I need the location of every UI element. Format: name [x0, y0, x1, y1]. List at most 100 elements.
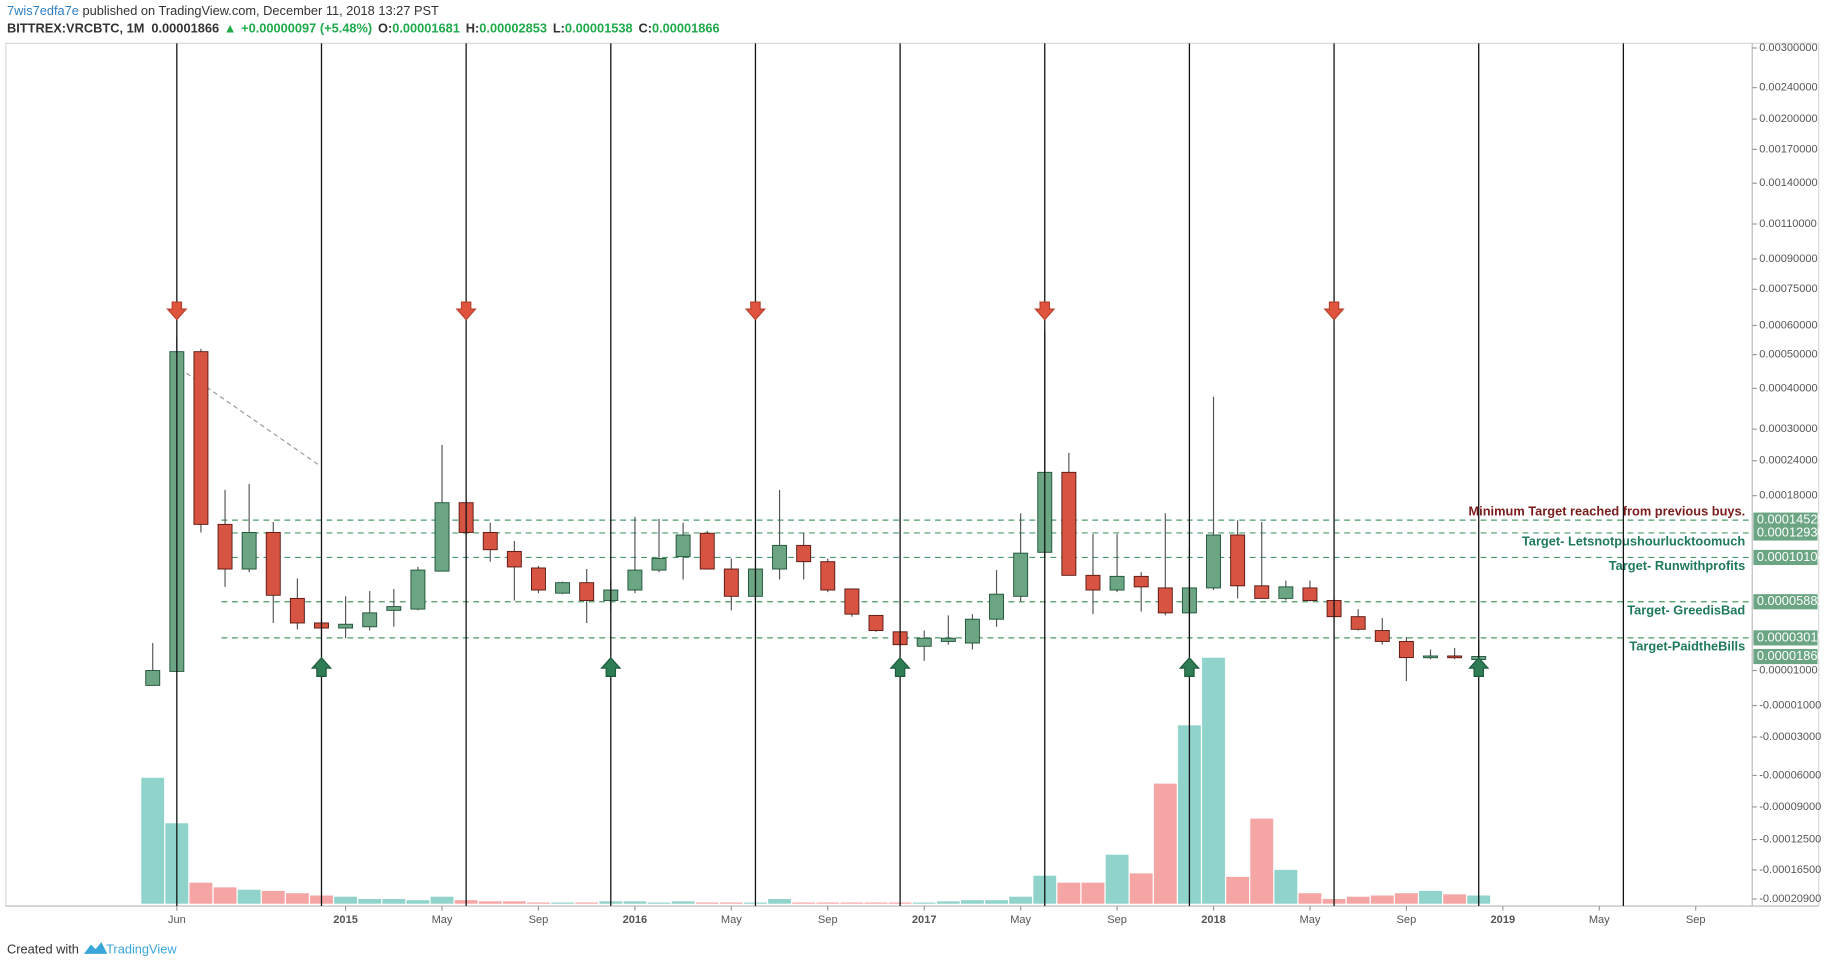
y-tick-label: 0.00050000 [1759, 349, 1817, 361]
volume-bar [936, 901, 960, 904]
volume-bar [1250, 818, 1274, 904]
candle-body [1085, 574, 1101, 591]
price-box-label: 0.00012936 [1757, 524, 1825, 539]
volume-bar [1419, 890, 1442, 904]
x-tick-label: 2017 [912, 914, 937, 926]
trend-line [186, 372, 320, 466]
candle-body [482, 531, 498, 551]
volume-bar [575, 902, 599, 904]
volume-bar [840, 902, 864, 904]
price-box [1753, 549, 1818, 566]
sell-arrow [455, 301, 477, 321]
y-tick-label: 0.00300000 [1759, 42, 1817, 54]
y-tick-label: -0.00012500 [1759, 833, 1821, 845]
candle-body [772, 544, 788, 570]
volume-bar [1370, 895, 1394, 904]
volume-bar [358, 899, 382, 904]
volume-bar [1129, 873, 1153, 904]
ohlc-key: H: [466, 21, 480, 36]
volume-bar [985, 900, 1008, 904]
x-tick-label: Sep [529, 914, 549, 926]
last-price-label: 0.00001866 [1757, 648, 1825, 663]
volume-bar [1394, 893, 1418, 904]
buy-arrow [600, 656, 622, 677]
y-tick-label: -0.00009000 [1759, 801, 1821, 813]
y-tick-label: 0.00001000 [1759, 664, 1817, 676]
volume-bar [768, 899, 791, 904]
candle-body [410, 569, 426, 610]
ohlc-key: L: [553, 21, 565, 36]
x-tick-label: Sep [818, 914, 838, 926]
ohlc-value: 0.00001866 [652, 21, 720, 36]
publish-line: 7wis7edfa7e published on TradingView.com… [7, 3, 439, 18]
ohlc-key: C: [638, 21, 652, 36]
volume-bar [1202, 657, 1225, 904]
volume-bar [695, 902, 719, 904]
logo [83, 942, 108, 954]
candle-body [241, 531, 257, 570]
price-box [1753, 594, 1818, 610]
volume-bar [1443, 894, 1467, 904]
x-tick-label: 2018 [1201, 914, 1226, 926]
last-price: 0.00001866 [151, 21, 219, 36]
volume-bar [961, 900, 984, 904]
candle-body [1109, 575, 1125, 591]
last-price-box [1753, 648, 1818, 665]
y-tick-label: 0.00170000 [1759, 143, 1817, 155]
y-tick-label: -0.00016500 [1759, 864, 1821, 876]
candle-body [1302, 587, 1318, 601]
target-text: Minimum Target reached from previous buy… [1469, 503, 1746, 518]
candle-body [289, 597, 305, 624]
y-tick-label: 0.00075000 [1759, 283, 1817, 295]
candle-body [506, 550, 522, 568]
volume-bar [1298, 893, 1322, 904]
volume-bar [671, 901, 695, 904]
volume-bar [1105, 854, 1129, 904]
candle-body [579, 582, 595, 601]
x-tick-label: Sep [1686, 914, 1706, 926]
x-tick-label: May [432, 914, 453, 926]
candle-body [1230, 534, 1246, 587]
candle-body [386, 606, 402, 611]
candle-body [1423, 655, 1438, 659]
y-tick-label: 0.00018000 [1759, 490, 1817, 502]
x-tick-label: 2016 [623, 914, 648, 926]
candle-body [1061, 471, 1077, 576]
target-text: Target- GreedisBad [1627, 602, 1745, 617]
candle-body [1206, 534, 1221, 589]
sell-arrow [1034, 301, 1056, 321]
price-box [1753, 630, 1818, 646]
volume-bar [237, 889, 261, 904]
price-box [1753, 525, 1818, 541]
volume-bar [1057, 882, 1081, 904]
volume-bar [1081, 882, 1105, 904]
y-tick-label: 0.00090000 [1759, 253, 1817, 265]
volume-bar [527, 902, 550, 904]
price-box [1753, 512, 1818, 528]
candle-body [844, 588, 860, 615]
candle-body [555, 582, 571, 594]
candle-body [434, 502, 450, 572]
y-tick-label: -0.00006000 [1759, 769, 1821, 781]
candle-body [217, 523, 233, 570]
target-text: Target- Letsnotpushourlucktoomuch [1522, 534, 1745, 549]
y-tick-label: 0.00110000 [1759, 218, 1817, 230]
candle-body [916, 637, 932, 647]
price-box-label: 0.00003019 [1757, 629, 1825, 644]
y-tick-label: 0.00030000 [1759, 423, 1817, 435]
symbol-legend: BITTREX:VRCBTC, 1M 0.00001866 ▲ +0.00000097… [7, 21, 720, 36]
y-tick-label: -0.00020900 [1759, 893, 1821, 905]
candle-body [193, 351, 209, 525]
candle-body [1278, 586, 1294, 599]
volume-bar [285, 893, 309, 904]
volume-bar [551, 902, 575, 904]
candle-body [1133, 575, 1149, 588]
candle-body [868, 614, 884, 632]
candle-body [1350, 616, 1366, 630]
volume-bar [647, 902, 671, 904]
sell-arrow [744, 301, 767, 321]
x-tick-label: 2015 [333, 914, 358, 926]
plot-frame [5, 42, 1820, 907]
volume-bar [261, 890, 285, 904]
sell-arrow [166, 301, 188, 321]
